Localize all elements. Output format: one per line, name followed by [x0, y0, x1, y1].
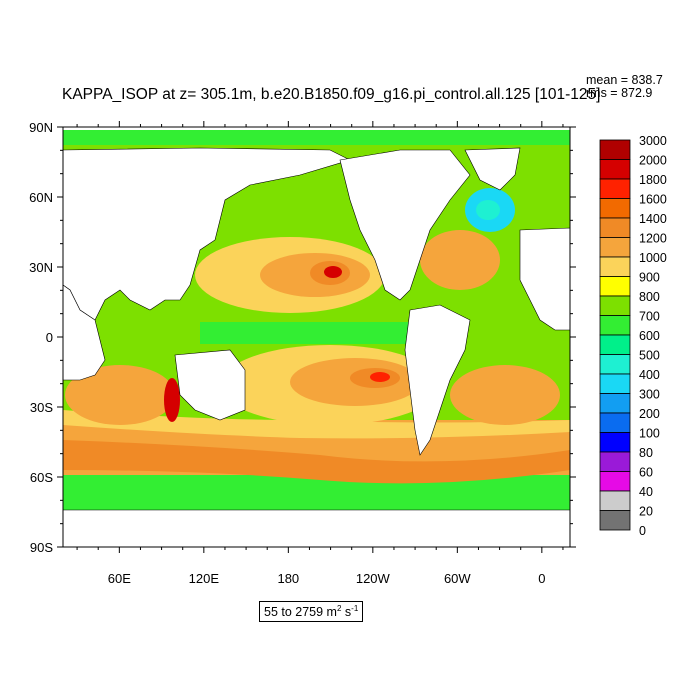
- lat-tick-label: 60N: [29, 190, 53, 205]
- labrador-sea-core: [476, 200, 500, 220]
- axis-ticks: 90N 60N 30N 0 30S 60S 90S 60E 120E 180 120W 60W 0: [29, 120, 576, 586]
- colorbar-swatch: [599, 198, 631, 219]
- colorbar-label: 80: [639, 446, 653, 460]
- colorbar-label: 500: [639, 349, 660, 363]
- rms-value: rms = 872.9: [586, 86, 653, 100]
- lon-tick-label: 120E: [189, 571, 220, 586]
- colorbar-label: 1400: [639, 212, 667, 226]
- lat-tick-label: 90N: [29, 120, 53, 135]
- australia-land: [174, 349, 246, 421]
- colorbar-swatch: [599, 412, 631, 433]
- colorbar-label: 1800: [639, 173, 667, 187]
- north-atlantic-gyre: [420, 230, 500, 290]
- colorbar-swatch: [599, 159, 631, 180]
- lon-tick-label: 180: [277, 571, 299, 586]
- indian-ocean-gyre: [65, 365, 175, 425]
- north-america-land: [339, 149, 471, 301]
- colorbar-swatch: [599, 373, 631, 394]
- colorbar-label: 400: [639, 368, 660, 382]
- colorbar-label: 200: [639, 407, 660, 421]
- colorbar-swatch: [599, 217, 631, 238]
- stats-block: mean = 838.7 rms = 872.9: [586, 74, 663, 100]
- colorbar-label: 1000: [639, 251, 667, 265]
- south-america-land: [404, 304, 471, 456]
- value-range-label: 55 to 2759 m2 s-1: [259, 601, 364, 623]
- equatorial-band: [200, 322, 415, 344]
- colorbar-label: 300: [639, 388, 660, 402]
- lat-tick-label: 30N: [29, 260, 53, 275]
- colorbar-label: 3000: [639, 134, 667, 148]
- south-atlantic-gyre: [450, 365, 560, 425]
- colorbar-swatch: [599, 295, 631, 316]
- colorbar-swatch: [599, 354, 631, 375]
- southern-dark-band: [63, 440, 570, 484]
- colorbar: 3000200018001600140012001000900800700600…: [599, 134, 667, 538]
- africa-land: [63, 227, 570, 381]
- colorbar-swatch: [599, 237, 631, 258]
- lat-tick-label: 0: [46, 330, 53, 345]
- colorbar-swatch: [599, 393, 631, 414]
- colorbar-swatch: [599, 334, 631, 355]
- land-masses: [63, 147, 570, 547]
- lat-tick-label: 60S: [30, 470, 53, 485]
- plot-title: KAPPA_ISOP at z= 305.1m, b.e20.B1850.f09…: [62, 86, 601, 103]
- colorbar-label: 20: [639, 505, 653, 519]
- colorbar-label: 100: [639, 427, 660, 441]
- colorbar-label: 1200: [639, 232, 667, 246]
- colorbar-label: 0: [639, 524, 646, 538]
- colorbar-label: 600: [639, 329, 660, 343]
- mean-value: mean = 838.7: [586, 73, 663, 87]
- colorbar-label: 900: [639, 271, 660, 285]
- lon-tick-label: 0: [538, 571, 545, 586]
- antarctica-outline: [63, 509, 570, 547]
- colorbar-label: 40: [639, 485, 653, 499]
- colorbar-swatch: [599, 178, 631, 199]
- colorbar-label: 1600: [639, 193, 667, 207]
- lat-tick-label: 90S: [30, 540, 53, 555]
- lat-tick-label: 30S: [30, 400, 53, 415]
- colorbar-label: 700: [639, 310, 660, 324]
- arctic-ocean: [63, 130, 570, 145]
- colorbar-label: 800: [639, 290, 660, 304]
- colorbar-swatch: [599, 471, 631, 492]
- lon-tick-label: 60W: [444, 571, 471, 586]
- north-pacific-peak: [324, 266, 342, 278]
- lon-tick-label: 60E: [108, 571, 131, 586]
- colorbar-swatch: [599, 490, 631, 511]
- ocean-field: [63, 127, 570, 547]
- colorbar-swatch: [599, 256, 631, 277]
- agulhas-max: [164, 378, 180, 422]
- greenland-land: [464, 147, 521, 191]
- colorbar-swatch: [599, 315, 631, 336]
- colorbar-swatch: [599, 276, 631, 297]
- colorbar-swatch: [599, 451, 631, 472]
- south-pacific-peak: [370, 372, 390, 382]
- colorbar-label: 60: [639, 466, 653, 480]
- colorbar-swatch: [599, 139, 631, 160]
- colorbar-swatch: [599, 432, 631, 453]
- lon-tick-label: 120W: [356, 571, 391, 586]
- colorbar-label: 2000: [639, 154, 667, 168]
- colorbar-swatch: [599, 510, 631, 531]
